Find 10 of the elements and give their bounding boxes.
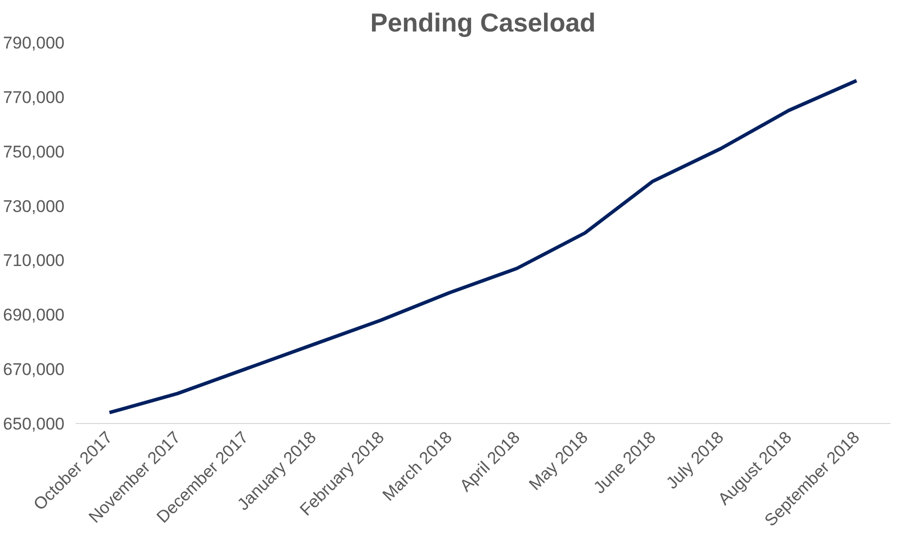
chart-title: Pending Caseload [370, 8, 596, 38]
line-series [108, 78, 858, 414]
y-tick-label: 710,000 [3, 251, 64, 270]
y-tick-label: 690,000 [3, 306, 64, 325]
y-tick-label: 670,000 [3, 360, 64, 380]
y-tick-label: 650,000 [3, 414, 64, 434]
y-tick-label: 730,000 [3, 196, 64, 216]
y-tick-label: 770,000 [3, 88, 64, 107]
y-tick-label: 790,000 [3, 34, 64, 52]
y-tick-label: 750,000 [3, 142, 64, 162]
